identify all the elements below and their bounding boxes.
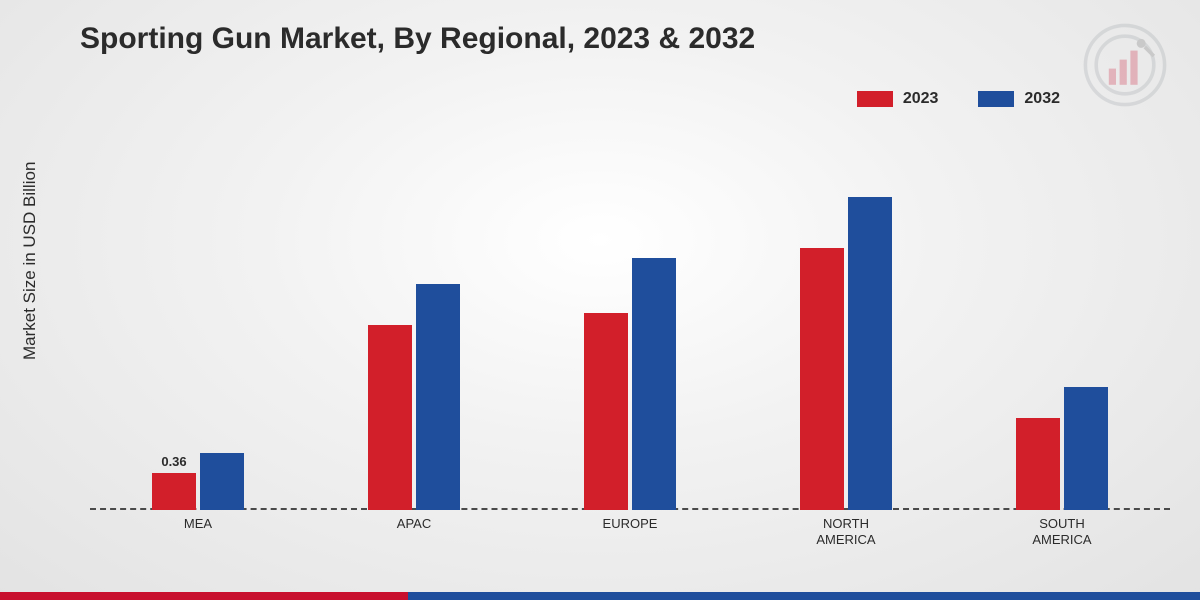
bar-2023: [152, 473, 196, 510]
bar-group: [584, 140, 676, 510]
x-axis-category-label: APAC: [334, 516, 494, 532]
bar-value-label: 0.36: [149, 454, 199, 469]
watermark-logo-icon: [1080, 20, 1170, 110]
legend-item-2023: 2023: [857, 90, 939, 108]
bar-group: [368, 140, 460, 510]
footer-accent-red: [0, 592, 408, 600]
bar-group: [800, 140, 892, 510]
plot-area: 0.36: [90, 140, 1170, 510]
legend-label-2032: 2032: [1024, 90, 1060, 108]
chart-title: Sporting Gun Market, By Regional, 2023 &…: [80, 22, 755, 56]
legend-item-2032: 2032: [978, 90, 1060, 108]
footer-accent-blue: [408, 592, 1200, 600]
x-axis-labels: MEA APAC EUROPE NORTHAMERICA SOUTHAMERICA: [90, 516, 1170, 576]
bar-2023: [368, 325, 412, 510]
x-axis-category-label: EUROPE: [550, 516, 710, 532]
bar-2032: [416, 284, 460, 510]
bar-2023: [584, 313, 628, 510]
legend-swatch-2023: [857, 91, 893, 107]
legend-swatch-2032: [978, 91, 1014, 107]
bar-2023: [800, 248, 844, 510]
bar-2032: [632, 258, 676, 510]
bar-2032: [200, 453, 244, 510]
bar-group: 0.36: [152, 140, 244, 510]
logo-bar-1: [1109, 69, 1116, 85]
bar-2023: [1016, 418, 1060, 511]
logo-lens: [1137, 39, 1146, 48]
legend-label-2023: 2023: [903, 90, 939, 108]
x-axis-category-label: NORTHAMERICA: [766, 516, 926, 547]
bar-2032: [1064, 387, 1108, 510]
y-axis-label: Market Size in USD Billion: [20, 162, 40, 360]
bar-2032: [848, 197, 892, 510]
logo-bar-3: [1130, 51, 1137, 85]
x-axis-category-label: SOUTHAMERICA: [982, 516, 1142, 547]
x-axis-category-label: MEA: [118, 516, 278, 532]
footer-accent-bar: [0, 592, 1200, 600]
bar-group: [1016, 140, 1108, 510]
legend: 2023 2032: [857, 90, 1060, 108]
chart-canvas: Sporting Gun Market, By Regional, 2023 &…: [0, 0, 1200, 600]
logo-bar-2: [1120, 60, 1127, 85]
